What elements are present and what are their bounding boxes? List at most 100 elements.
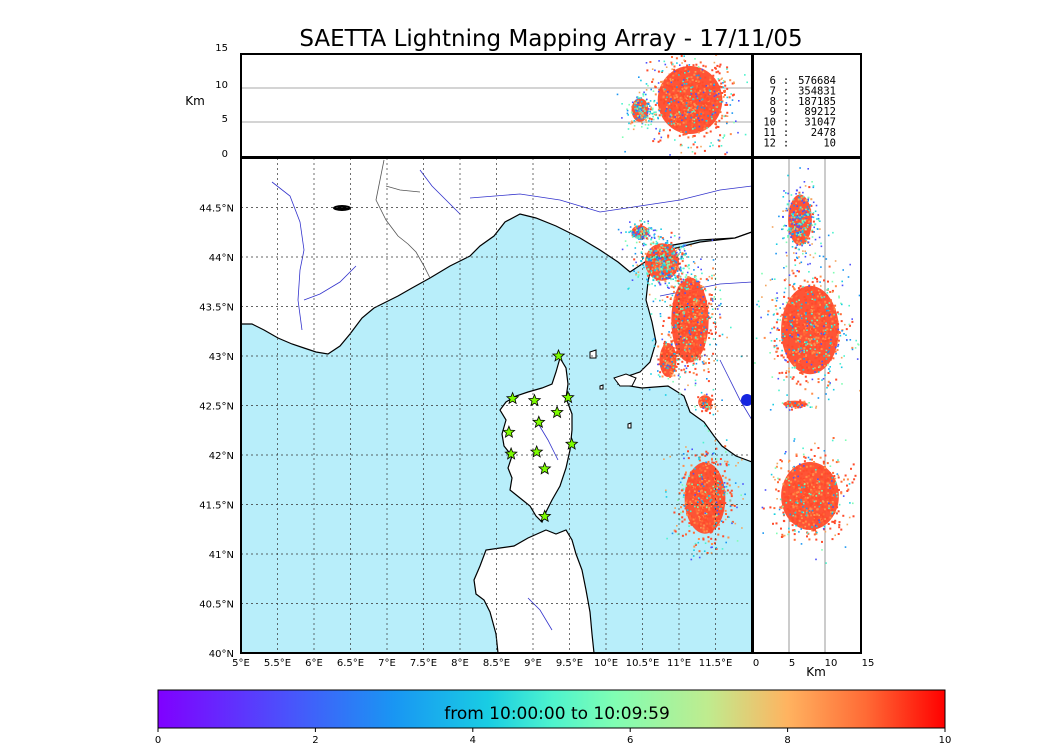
lightning-source (684, 346, 687, 349)
lightning-source (673, 331, 676, 333)
lightning-source (811, 289, 814, 292)
lightning-source (699, 111, 702, 114)
lightning-source (663, 276, 666, 278)
lightning-source (651, 264, 653, 267)
figure-title: SAETTA Lightning Mapping Array - 17/11/0… (299, 26, 802, 52)
lightning-source (696, 310, 699, 313)
lightning-source (842, 495, 845, 497)
lightning-source (662, 96, 665, 99)
lightning-source (699, 298, 702, 301)
lightning-source (703, 480, 706, 482)
lightning-source (697, 332, 700, 335)
lightning-source (726, 111, 729, 114)
lightning-source (702, 343, 705, 345)
lightning-source (762, 532, 764, 534)
lightning-source (680, 94, 683, 96)
lightning-source (715, 106, 718, 108)
lightning-source (673, 368, 676, 371)
lightning-source (783, 190, 785, 192)
lightning-source (701, 516, 704, 519)
lightning-source (692, 313, 695, 316)
lightning-source (685, 111, 687, 114)
lightning-source (720, 117, 723, 120)
lightning-source (804, 238, 807, 241)
lightning-source (660, 114, 663, 116)
lightning-source (794, 327, 797, 329)
lightning-source (806, 328, 808, 331)
lightning-source (729, 104, 732, 106)
lightning-source (718, 527, 720, 530)
lightning-source (834, 477, 837, 480)
lightning-source (809, 513, 812, 516)
lightning-source (818, 321, 821, 324)
lightning-source (798, 315, 801, 318)
lightning-source (795, 295, 798, 298)
lightning-source (812, 308, 815, 311)
lightning-source (699, 477, 702, 480)
lightning-source (798, 270, 800, 273)
lightning-source (832, 471, 835, 474)
lightning-source (796, 521, 799, 524)
lightning-source (791, 269, 794, 272)
lightning-source (691, 490, 694, 493)
lightning-source (695, 362, 698, 365)
lightning-source (689, 84, 692, 87)
lightning-source (821, 330, 824, 333)
lightning-source (818, 360, 821, 363)
lightning-source (702, 289, 705, 292)
lightning-source (793, 438, 796, 440)
lightning-source (681, 252, 684, 255)
lightning-source (839, 334, 842, 337)
lightning-source (672, 100, 675, 103)
lightning-source (811, 487, 814, 490)
lightning-source (690, 283, 692, 285)
lightning-source (695, 102, 698, 105)
lightning-source (683, 90, 686, 92)
lightning-source (706, 527, 709, 530)
lightning-source (816, 218, 818, 220)
lightning-source (786, 229, 789, 232)
lightning-source (844, 439, 847, 441)
lightning-source (673, 122, 675, 125)
lightning-source (664, 63, 667, 66)
lightning-source (669, 85, 672, 88)
lightning-source (668, 357, 671, 360)
lightning-source (683, 492, 686, 495)
lightning-source (692, 485, 695, 488)
station-star-icon (502, 425, 516, 438)
lightning-source (806, 491, 809, 494)
lightning-source (686, 271, 689, 274)
lightning-source (810, 488, 813, 491)
lightning-source (695, 343, 698, 346)
lightning-source (813, 533, 816, 536)
lightning-source (703, 518, 706, 521)
lightning-source (663, 269, 666, 272)
lightning-source (725, 102, 728, 104)
lightning-source (791, 517, 794, 520)
lightning-source (809, 254, 812, 256)
lightning-source (813, 514, 816, 516)
lightning-source (663, 89, 666, 92)
lightning-source (804, 388, 807, 391)
lightning-source (691, 291, 694, 294)
lightning-source (789, 404, 792, 407)
lightning-source (804, 341, 806, 343)
lightning-source (781, 339, 784, 341)
lightning-source (843, 333, 845, 335)
lightning-source (666, 250, 669, 253)
lightning-source (695, 293, 697, 296)
lightning-source (699, 405, 702, 408)
lightning-source (638, 232, 641, 235)
lightning-source (683, 279, 685, 282)
lightning-source (679, 481, 682, 484)
lightning-source (707, 399, 709, 402)
lightning-source (795, 453, 798, 456)
lightning-source (673, 85, 676, 88)
lightning-source (687, 303, 689, 305)
lightning-source (812, 509, 815, 512)
lightning-source (638, 76, 640, 78)
lightning-source (699, 312, 702, 315)
lightning-source (819, 281, 821, 283)
stats-separator: : (783, 106, 789, 118)
lightning-source (665, 347, 668, 350)
